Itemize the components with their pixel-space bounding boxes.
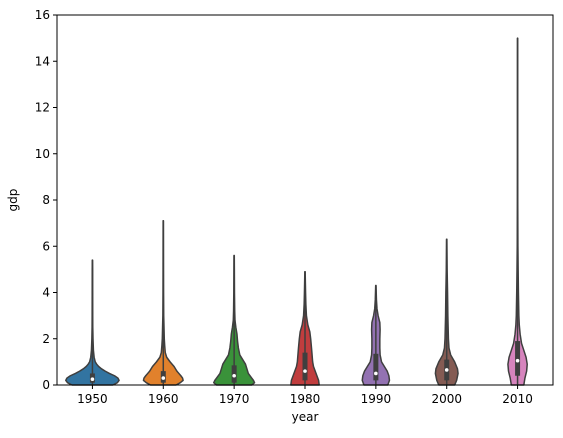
x-tick-label: 1990: [361, 392, 392, 406]
y-tick-label: 10: [35, 147, 50, 161]
x-axis-label: year: [292, 410, 319, 424]
violin-median: [161, 376, 165, 380]
x-tick-label: 1960: [148, 392, 179, 406]
y-tick-label: 8: [42, 193, 50, 207]
y-tick-label: 6: [42, 239, 50, 253]
violin-median: [303, 369, 307, 373]
y-tick-label: 4: [42, 286, 50, 300]
violin-median: [516, 359, 520, 363]
violin-median: [91, 377, 95, 381]
x-axis: 1950 1960 1970 1980 1990 2000 2010: [77, 385, 533, 406]
x-tick-label: 1970: [219, 392, 250, 406]
violin-group-1980: [291, 272, 319, 385]
violin-iqr-box: [373, 354, 378, 381]
violin-median: [445, 368, 449, 372]
y-tick-label: 16: [35, 8, 50, 22]
x-tick-label: 1980: [290, 392, 321, 406]
violin-group-2010: [508, 38, 527, 385]
violin-group-1950: [66, 260, 119, 385]
x-tick-label: 2010: [502, 392, 533, 406]
y-axis-label: gdp: [6, 189, 20, 212]
y-tick-label: 0: [42, 378, 50, 392]
x-tick-label: 2000: [431, 392, 462, 406]
violin-group-2000: [435, 239, 458, 385]
violins-layer: [66, 38, 527, 385]
y-axis: 0 2 4 6 8 10 12 14 16: [35, 8, 57, 392]
y-tick-label: 12: [35, 101, 50, 115]
y-tick-label: 2: [42, 332, 50, 346]
violin-group-1960: [143, 221, 183, 385]
y-tick-label: 14: [35, 54, 50, 68]
violin-group-1990: [362, 286, 389, 385]
violin-group-1970: [214, 256, 255, 386]
violin-iqr-box: [515, 341, 520, 376]
violin-median: [232, 374, 236, 378]
violin-iqr-box: [303, 353, 308, 381]
violin-median: [374, 372, 378, 376]
x-tick-label: 1950: [77, 392, 108, 406]
